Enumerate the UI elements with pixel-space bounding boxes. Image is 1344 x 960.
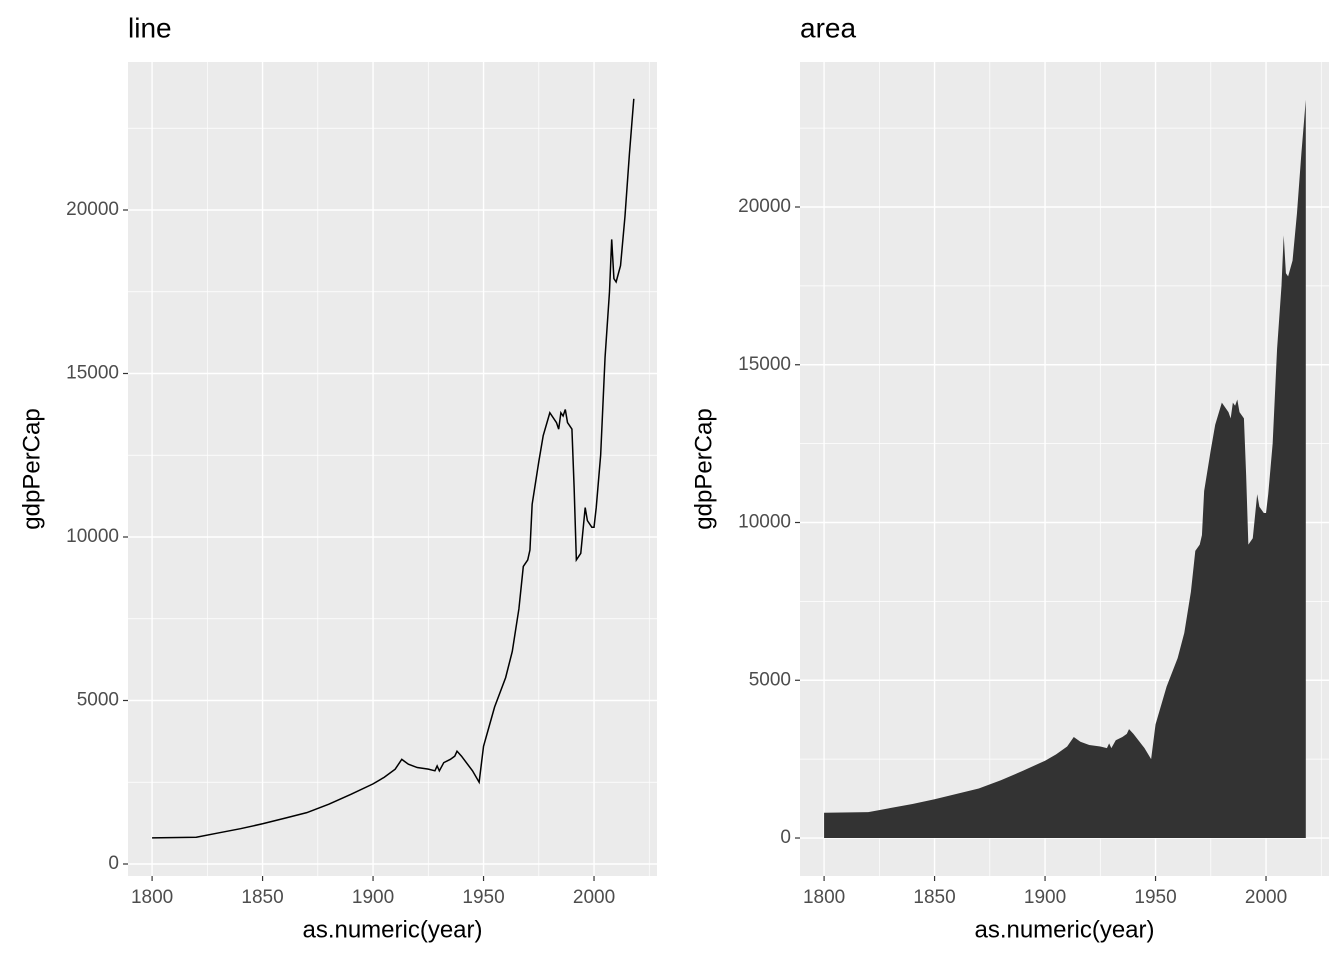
x-tick-label: 1800 [803,887,845,908]
x-tick-label: 2000 [573,887,615,908]
y-tick-label: 10000 [738,512,791,533]
data-area [824,99,1306,839]
panel-background [128,62,657,876]
x-tick-label: 2000 [1245,887,1287,908]
x-tick-label: 1950 [462,887,504,908]
y-tick-label: 0 [108,853,119,874]
y-tick-label: 10000 [66,526,119,547]
y-tick-label: 5000 [749,669,791,690]
y-tick-label: 20000 [66,199,119,220]
y-axis-title: gdpPerCap [18,408,45,529]
y-tick-label: 0 [780,827,791,848]
data-line [152,98,635,839]
x-tick-label: 1900 [352,887,394,908]
x-tick-label: 1900 [1024,887,1066,908]
x-tick-label: 1850 [241,887,283,908]
y-axis-title: gdpPerCap [690,408,717,529]
x-axis-title: as.numeric(year) [302,916,482,943]
x-tick-label: 1850 [913,887,955,908]
x-axis-title: as.numeric(year) [974,916,1154,943]
y-tick-label: 15000 [738,354,791,375]
chart-title: line [128,12,172,43]
x-tick-label: 1800 [131,887,173,908]
y-tick-label: 5000 [77,690,119,711]
y-tick-label: 15000 [66,363,119,384]
y-tick-label: 20000 [738,196,791,217]
chart-title: area [800,12,856,43]
x-tick-label: 1950 [1134,887,1176,908]
